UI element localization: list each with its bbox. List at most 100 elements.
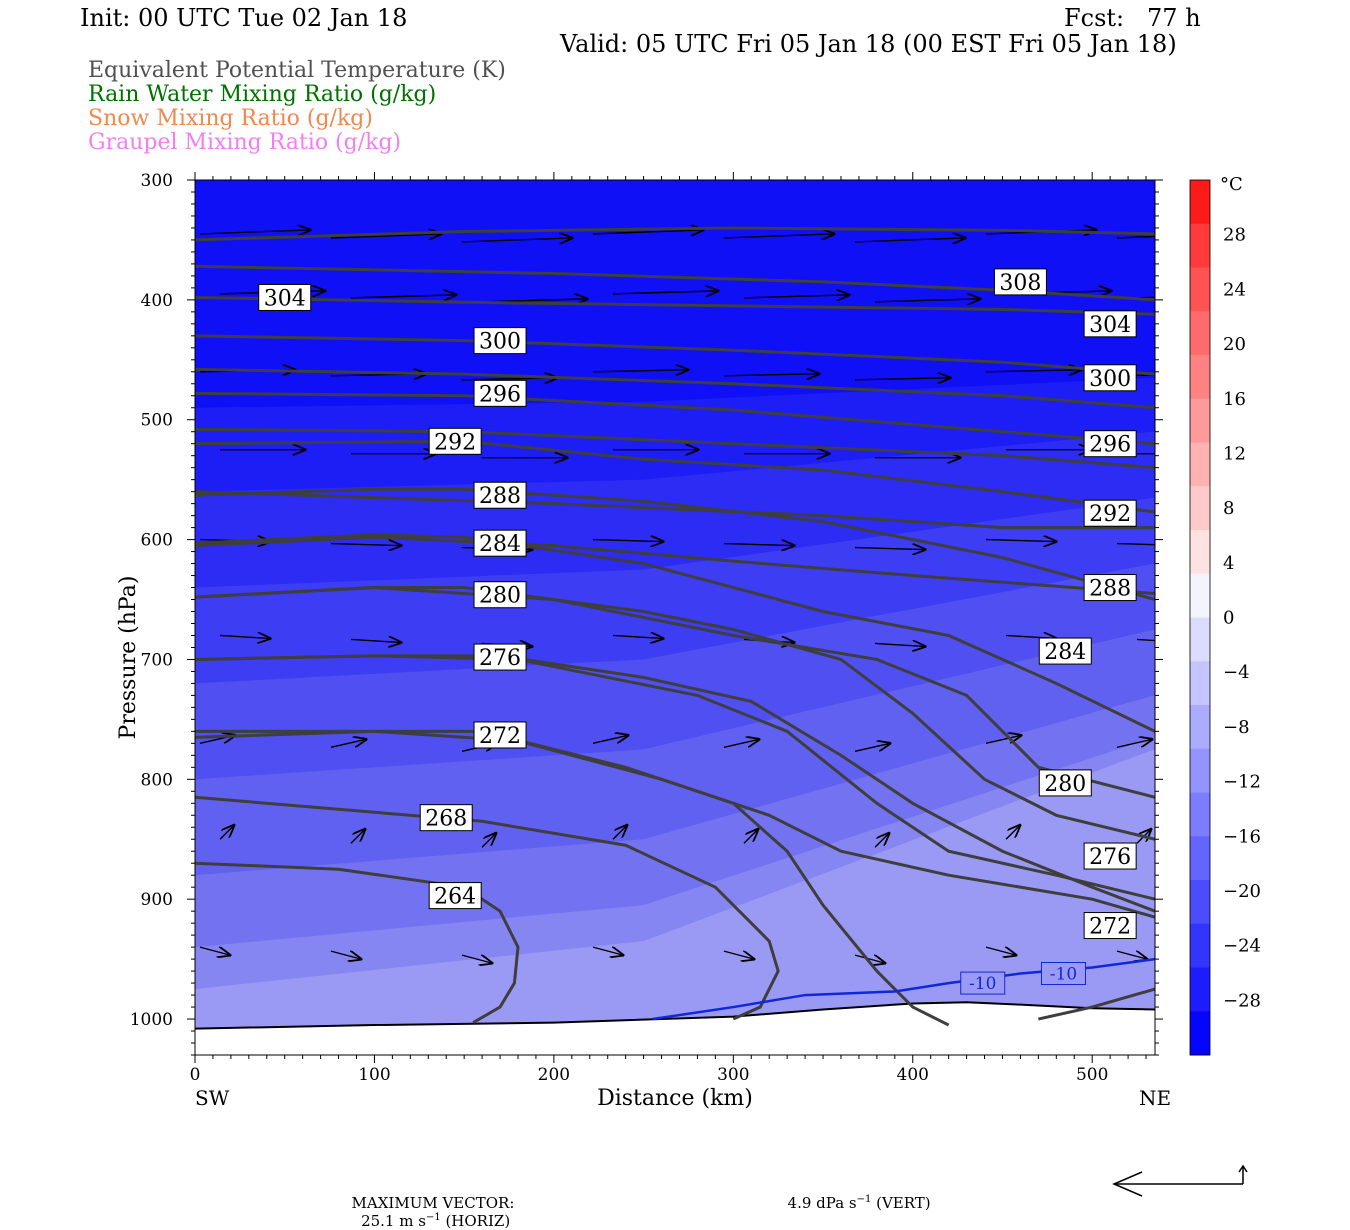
- terrain-fill: [195, 1002, 1155, 1055]
- contour-label-box: [473, 643, 527, 671]
- colorbar-swatch: [1190, 1011, 1210, 1056]
- colorbar-tick-label: 8: [1223, 498, 1234, 519]
- surface-line: [195, 1001, 1155, 1030]
- wind-vector: [219, 635, 270, 638]
- contour-label-text: 264: [434, 885, 476, 910]
- colorbar-swatch: [1190, 398, 1210, 443]
- contour-label-box: [258, 283, 312, 311]
- theta-e-contour-label: 304: [258, 283, 312, 311]
- colorbar-swatch: [1190, 617, 1210, 662]
- wind-vector: [612, 291, 718, 294]
- colorbar-swatch: [1190, 705, 1210, 750]
- x-tick-label: 300: [717, 1065, 749, 1085]
- wind-vector: [1116, 739, 1152, 749]
- wind-vector: [219, 825, 234, 840]
- theta-e-contour-label: 296: [473, 379, 527, 407]
- theta-e-contour-label: 288: [1083, 574, 1137, 602]
- wind-vector: [612, 825, 627, 840]
- wind-vector: [350, 829, 365, 844]
- legend-snow: Snow Mixing Ratio (g/kg): [88, 106, 373, 131]
- wind-vector: [985, 735, 1021, 745]
- theta-e-contour-label: 300: [1083, 364, 1137, 392]
- contour-label-text: 292: [1089, 502, 1131, 527]
- wind-vector: [854, 743, 890, 753]
- theta-e-contour: [195, 586, 1155, 841]
- horiz-suffix: (HORIZ): [440, 1212, 511, 1230]
- contour-label-text: 300: [479, 330, 521, 355]
- theta-e-contour: [195, 427, 1155, 470]
- theta-e-contour-label: 280: [1038, 769, 1092, 797]
- contour-label-box: [419, 804, 473, 832]
- colorbar-tick-label: −24: [1223, 936, 1261, 957]
- theta-e-contour: [195, 586, 1155, 799]
- valid-time: Valid: 05 UTC Fri 05 Jan 18 (00 EST Fri …: [560, 30, 1177, 58]
- contour-label-box: [1083, 574, 1137, 602]
- legend-graupel: Graupel Mixing Ratio (g/kg): [88, 130, 402, 155]
- contour-label-box: [473, 721, 527, 749]
- theta-e-contour-label: 296: [1083, 430, 1137, 458]
- wind-vector: [854, 954, 885, 963]
- legend-theta-e: Equivalent Potential Temperature (K): [88, 58, 506, 83]
- theta-e-contour-label: 284: [473, 529, 527, 557]
- wind-vector: [330, 950, 361, 959]
- theta-e-contour: [1038, 987, 1155, 1021]
- contour-label-box: [428, 427, 482, 455]
- contour-label-text: 280: [479, 584, 521, 609]
- contour-label-text: 276: [1089, 845, 1131, 870]
- theta-e-contour: [195, 490, 1155, 530]
- colorbar-swatch: [1190, 442, 1210, 487]
- wind-vector: [330, 234, 441, 238]
- contour-label-box: [1083, 499, 1137, 527]
- wind-vector: [481, 833, 496, 848]
- contour-label-box: [993, 268, 1047, 296]
- colorbar-tick-label: 12: [1223, 443, 1246, 464]
- cross-section-chart: 3083043043003002962962922922882882842842…: [116, 171, 1261, 1111]
- colorbar-tick-label: −12: [1223, 772, 1261, 793]
- temperature-contour-label: -10: [960, 971, 1006, 995]
- wind-vector: [330, 544, 401, 546]
- theta-e-contour-label: 300: [473, 327, 527, 355]
- theta-e-contour-label: 276: [473, 643, 527, 671]
- y-tick-label: 600: [141, 531, 173, 551]
- contour-label-box: [1083, 310, 1137, 338]
- max-vector-arrow-icon: [1112, 1164, 1248, 1197]
- contour-label-text: 284: [1044, 640, 1086, 665]
- theta-e-contour: [195, 729, 950, 1027]
- colorbar-swatch: [1190, 180, 1210, 225]
- contour-label-text: 284: [479, 532, 521, 557]
- y-tick-label: 900: [141, 890, 173, 910]
- x-axis-end-label: NE: [1139, 1086, 1171, 1110]
- wind-vector: [723, 950, 754, 959]
- theta-e-contour-label: 304: [1083, 310, 1137, 338]
- y-tick-label: 700: [141, 650, 173, 670]
- colorbar-swatch: [1190, 486, 1210, 531]
- colorbar-tick-label: 24: [1223, 279, 1246, 300]
- colorbar-swatch: [1190, 661, 1210, 706]
- contour-label-box: [1083, 842, 1137, 870]
- wind-vector: [592, 540, 663, 542]
- wind-vector: [874, 833, 889, 848]
- colorbar-swatch: [1190, 748, 1210, 793]
- wind-vector: [592, 370, 688, 372]
- colorbar-unit: °C: [1220, 174, 1243, 195]
- wind-vector: [592, 946, 623, 955]
- theta-e-contour-label: 292: [1083, 499, 1137, 527]
- wind-vector: [985, 946, 1016, 955]
- contour-label-text: 292: [434, 430, 476, 455]
- y-axis-label: Pressure (hPa): [116, 576, 141, 740]
- contour-label-text: 272: [1089, 915, 1131, 940]
- contour-label-text: 296: [1089, 433, 1131, 458]
- theta-e-contour-label: 280: [473, 581, 527, 609]
- contour-label-text: 308: [999, 271, 1041, 296]
- colorbar-swatch: [1190, 267, 1210, 312]
- contour-label-text: 304: [264, 286, 306, 311]
- wind-vector: [592, 230, 703, 234]
- wind-vector: [1116, 950, 1147, 959]
- theta-e-contour: [195, 334, 1155, 376]
- init-time: Init: 00 UTC Tue 02 Jan 18: [80, 4, 408, 32]
- wind-vector: [1136, 638, 1155, 642]
- theta-e-contour: [195, 391, 1155, 446]
- x-axis-label: Distance (km): [597, 1086, 753, 1111]
- y-tick-label: 300: [141, 171, 173, 191]
- contour-label-box: [473, 529, 527, 557]
